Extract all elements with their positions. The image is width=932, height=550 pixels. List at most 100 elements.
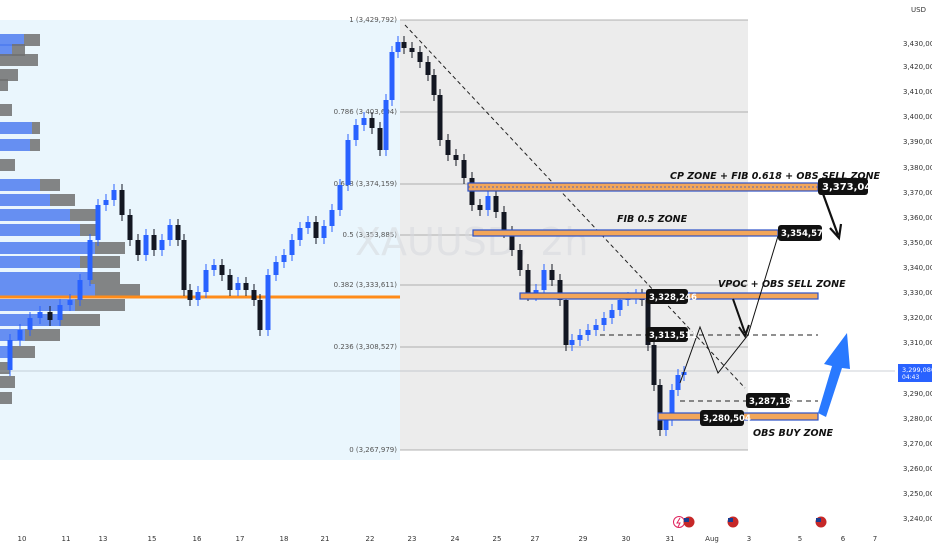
time-tick: 24 (451, 535, 460, 543)
time-tick: 21 (321, 535, 330, 543)
volume-bar-down (24, 34, 40, 46)
time-axis[interactable]: 10 11 13 15 16 17 18 21 22 23 24 25 27 29 30 31 Aug 3 5 6 7 (18, 535, 878, 543)
price-tag-3287[interactable]: 3,287,184 (746, 393, 797, 408)
candle-body (37, 312, 43, 318)
candle-body (337, 185, 343, 210)
price-tick: 3,380,000 (903, 164, 932, 172)
arrow-head-cp (829, 223, 843, 241)
price-tick: 3,370,000 (903, 189, 932, 197)
price-tick: 3,280,000 (903, 415, 932, 423)
volume-bar-up (0, 346, 10, 358)
candle-body (401, 42, 407, 48)
volume-bar-down (80, 256, 120, 268)
candle-body (389, 52, 395, 100)
candle-body (305, 222, 311, 228)
candle-body (601, 318, 607, 325)
candle-body (645, 300, 651, 345)
candle-body (549, 270, 555, 280)
fib-05-zone-box[interactable] (472, 229, 779, 237)
price-tick: 3,400,000 (903, 113, 932, 121)
candle-body (501, 212, 507, 232)
volume-bar-down (0, 104, 12, 116)
candle-body (257, 300, 263, 330)
price-axis[interactable]: 3,430,000 3,420,000 3,410,000 3,400,000 3,39… (903, 40, 932, 523)
price-tick: 3,420,000 (903, 63, 932, 71)
candle-body (369, 118, 375, 128)
volume-bar-down (0, 159, 15, 171)
candle-body (273, 262, 279, 275)
candle-body (437, 95, 443, 140)
candle-body (87, 240, 93, 280)
time-tick: 15 (148, 535, 157, 543)
candle-body (265, 275, 271, 330)
candle-body (251, 290, 257, 300)
price-tag-3328[interactable]: 3,328,246 (646, 289, 697, 304)
volume-bar-down (10, 346, 35, 358)
time-tick: 27 (531, 535, 540, 543)
volume-bar-down (32, 122, 40, 134)
candle-body (77, 280, 83, 300)
candle-body (67, 300, 73, 305)
volume-bar-up (0, 256, 80, 268)
time-tick: 17 (236, 535, 245, 543)
candle-body (557, 280, 563, 300)
volume-bar-up (0, 122, 32, 134)
price-tag-3373[interactable]: 3,373,041 (818, 178, 878, 195)
candle-body (167, 225, 173, 240)
candle-body (425, 62, 431, 75)
us-flag-icon[interactable] (815, 516, 827, 528)
lightning-icon[interactable] (673, 516, 685, 528)
time-tick: 25 (493, 535, 502, 543)
candle-body (57, 305, 63, 320)
candle-body (445, 140, 451, 155)
us-flag-icon[interactable] (683, 516, 695, 528)
price-tick: 3,360,000 (903, 214, 932, 222)
candle-body (111, 190, 117, 200)
us-flag-icon[interactable] (727, 516, 739, 528)
candle-body (477, 205, 483, 210)
price-tag-3280[interactable]: 3,280,504 (700, 410, 751, 426)
candle-body (243, 283, 249, 290)
candle-body (345, 140, 351, 185)
time-tick: 6 (841, 535, 846, 543)
price-tag-3354[interactable]: 3,354,573 (778, 225, 829, 241)
fib-label-0786: 0.786 (3,403,604) (334, 108, 398, 116)
volume-bar-up (0, 224, 80, 236)
candle-body (181, 240, 187, 290)
volume-bar-up (0, 139, 30, 151)
volume-bar-down (80, 224, 100, 236)
price-tick: 3,350,000 (903, 239, 932, 247)
volume-bar-up (0, 272, 90, 284)
volume-bar-up (0, 34, 24, 46)
candle-body (577, 335, 583, 340)
volume-bar-down (60, 314, 100, 326)
countdown-text: 04:43 (902, 374, 919, 381)
candle-body (417, 52, 423, 62)
fib-label-0236: 0.236 (3,308,527) (334, 343, 398, 351)
candle-body (211, 265, 217, 270)
candle-body (135, 240, 141, 255)
trendline-dashed[interactable] (404, 24, 746, 389)
time-tick: Aug (705, 535, 719, 543)
candle-body (609, 310, 615, 318)
candle-body (187, 290, 193, 300)
time-tick: 30 (622, 535, 631, 543)
candle-body (675, 375, 681, 390)
candle-body (651, 345, 657, 385)
price-tick: 3,310,000 (903, 339, 932, 347)
volume-bar-down (95, 242, 125, 254)
arrow-head-vpoc (738, 324, 750, 339)
price-tag-3313[interactable]: 3,313,511 (646, 327, 697, 342)
volume-profile (0, 34, 140, 404)
volume-bar-up (0, 242, 95, 254)
time-tick: 7 (873, 535, 877, 543)
arrow-down-vpoc (732, 298, 746, 334)
candle-body (289, 240, 295, 255)
time-tick: 10 (18, 535, 27, 543)
volume-bar-down (0, 54, 38, 66)
time-tick: 5 (798, 535, 802, 543)
time-tick: 3 (747, 535, 751, 543)
volume-bar-down (12, 44, 25, 56)
time-tick: 13 (99, 535, 108, 543)
